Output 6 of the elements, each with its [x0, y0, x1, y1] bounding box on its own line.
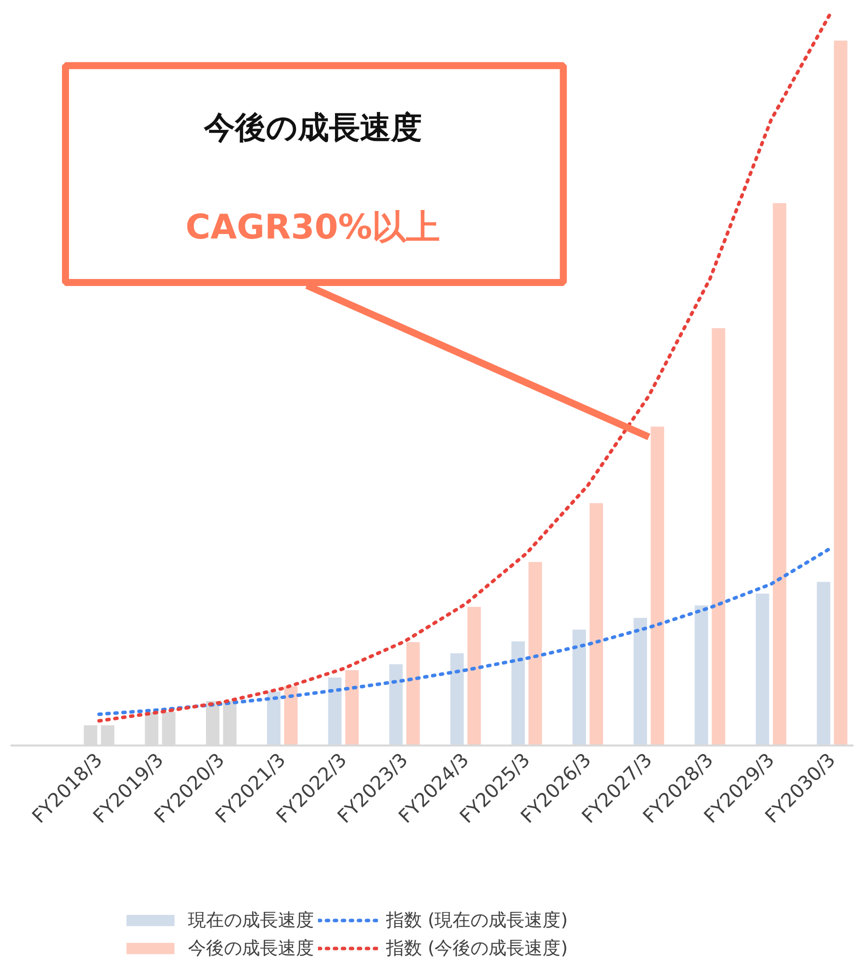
- annotation: CAGR30%以上: [186, 207, 440, 248]
- legend-label: 指数 (今後の成長速度): [386, 937, 568, 960]
- legend-label: 今後の成長速度: [188, 937, 314, 960]
- legend-label: 指数 (現在の成長速度): [386, 909, 568, 932]
- annotation: 今後の成長速度: [202, 110, 422, 146]
- legend-label: 現在の成長速度: [188, 909, 314, 932]
